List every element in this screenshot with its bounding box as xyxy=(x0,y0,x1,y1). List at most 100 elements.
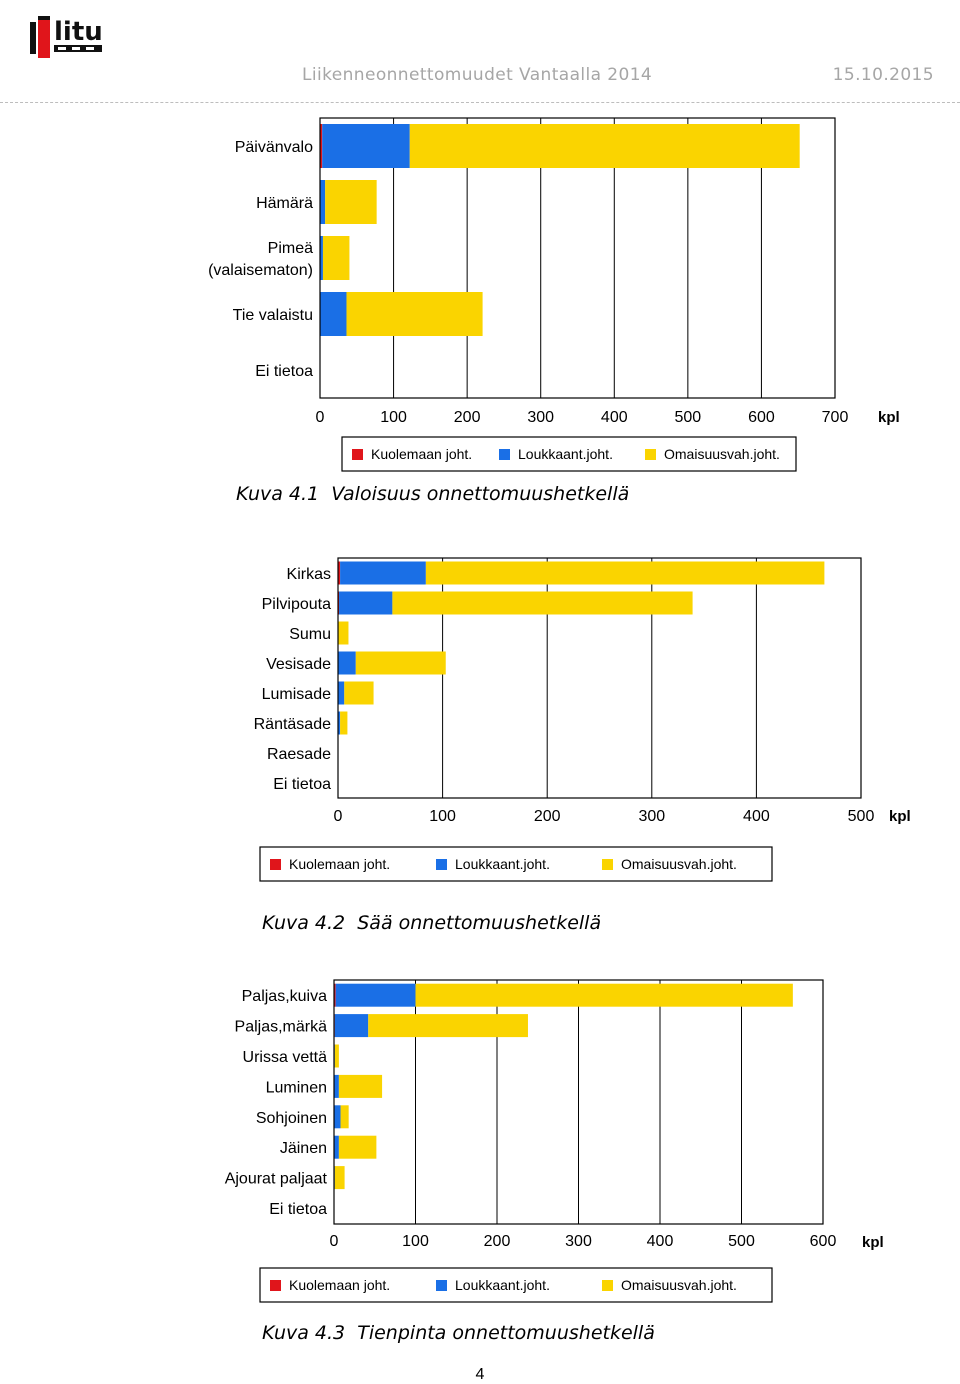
legend-label: Kuolemaan joht. xyxy=(371,446,472,462)
axis-unit: kpl xyxy=(862,1234,884,1251)
legend: Kuolemaan joht. Loukkaant.joht. Omaisuusva… xyxy=(259,846,773,882)
bar-segment xyxy=(334,1166,345,1190)
header-date: 15.10.2015 xyxy=(832,65,934,85)
legend-label: Loukkaant.joht. xyxy=(455,1277,550,1293)
plot-frame xyxy=(337,557,862,799)
category-label: Pimeä (valaisematon) xyxy=(208,240,313,279)
bar-segment xyxy=(338,1135,377,1159)
bar-segment xyxy=(334,1135,339,1159)
chart-saa: Kirkas Pilvipouta Sumu Vesisade Lumisade Ränt… xyxy=(254,557,911,882)
caption-text: Valoisuus onnettomuushetkellä xyxy=(331,483,630,505)
bar-segment xyxy=(338,681,345,705)
bar-segment xyxy=(320,292,347,336)
legend-swatch xyxy=(270,859,281,870)
category-label: Sohjoinen xyxy=(256,1110,327,1127)
bar-segment xyxy=(338,711,341,735)
legend-swatch xyxy=(352,449,363,460)
category-label-line: Paljas,märkä xyxy=(235,1019,328,1036)
category-label-line: Sumu xyxy=(289,626,331,643)
bar-segment xyxy=(340,711,348,735)
category-label-line: Sohjoinen xyxy=(256,1110,327,1127)
tick-label: 300 xyxy=(638,808,665,825)
category-label: Urissa vettä xyxy=(243,1049,328,1066)
bar-segment xyxy=(334,1074,339,1098)
legend-swatch xyxy=(602,859,613,870)
tick-label: 0 xyxy=(330,1233,339,1250)
legend-label: Omaisuusvah.joht. xyxy=(621,1277,737,1293)
header-divider xyxy=(0,102,960,103)
category-label: Päivänvalo xyxy=(235,139,313,156)
tick-label: 500 xyxy=(675,409,702,426)
logo-text: litu xyxy=(54,17,103,47)
category-label-line: Lumisade xyxy=(262,686,331,703)
category-label: Paljas,kuiva xyxy=(242,988,327,1005)
legend-swatch xyxy=(436,1280,447,1291)
tick-label: 400 xyxy=(743,808,770,825)
tick-label: 300 xyxy=(527,409,554,426)
category-label-line: Tie valaistu xyxy=(233,307,313,324)
category-label: Räntäsade xyxy=(254,716,331,733)
category-label: Pilvipouta xyxy=(262,596,331,613)
bar-segment xyxy=(346,292,483,336)
legend: Kuolemaan joht. Loukkaant.joht. Omaisuusva… xyxy=(341,436,797,472)
bar-segment xyxy=(340,561,426,585)
axis-unit: kpl xyxy=(889,808,911,825)
category-label-line: Raesade xyxy=(267,746,331,763)
bar-segment xyxy=(335,983,416,1007)
tick-label: 700 xyxy=(822,409,849,426)
tick-label: 600 xyxy=(748,409,775,426)
tick-label: 600 xyxy=(810,1233,837,1250)
page-number: 4 xyxy=(475,1366,485,1383)
tick-label: 200 xyxy=(454,409,481,426)
category-label: Vesisade xyxy=(266,656,331,673)
plot-frame xyxy=(333,979,824,1225)
category-label-line: Luminen xyxy=(266,1079,327,1096)
legend-swatch xyxy=(645,449,656,460)
caption-kuva-4-3: Kuva 4.3 Tienpinta onnettomuushetkellä xyxy=(262,1322,655,1344)
legend-label: Loukkaant.joht. xyxy=(455,856,550,872)
bar-segment xyxy=(320,180,326,224)
category-label-line: Ei tietoa xyxy=(269,1201,327,1218)
tick-label: 0 xyxy=(316,409,325,426)
category-label: Ei tietoa xyxy=(269,1201,327,1218)
category-label-line: Paljas,kuiva xyxy=(242,988,327,1005)
category-label: Hämärä xyxy=(256,195,313,212)
legend-box xyxy=(259,846,773,882)
tick-label: 0 xyxy=(334,808,343,825)
legend: Kuolemaan joht. Loukkaant.joht. Omaisuusva… xyxy=(259,1267,773,1303)
bar-segment xyxy=(425,561,825,585)
bar-segment xyxy=(320,236,323,280)
bar-segment xyxy=(334,1044,339,1068)
tick-label: 500 xyxy=(728,1233,755,1250)
tick-label: 200 xyxy=(484,1233,511,1250)
tick-label: 400 xyxy=(601,409,628,426)
tick-label: 100 xyxy=(429,808,456,825)
category-label: Sumu xyxy=(289,626,331,643)
category-label-line: Vesisade xyxy=(266,656,331,673)
caption-number: Kuva 4.2 xyxy=(262,912,346,934)
bar-segment xyxy=(368,1014,528,1038)
bar-segment xyxy=(334,983,336,1007)
legend-label: Loukkaant.joht. xyxy=(518,446,613,462)
bar-segment xyxy=(334,1014,369,1038)
caption-text: Tienpinta onnettomuushetkellä xyxy=(357,1322,655,1344)
caption-number: Kuva 4.1 xyxy=(236,483,320,505)
bar-segment xyxy=(322,124,410,168)
bar-segment xyxy=(344,681,374,705)
category-label-line: (valaisematon) xyxy=(208,262,313,279)
category-label: Paljas,märkä xyxy=(235,1019,328,1036)
legend-label: Kuolemaan joht. xyxy=(289,856,390,872)
category-label: Ei tietoa xyxy=(273,776,331,793)
legend-label: Kuolemaan joht. xyxy=(289,1277,390,1293)
category-label-line: Jäinen xyxy=(280,1140,327,1157)
category-label-line: Räntäsade xyxy=(254,716,331,733)
category-label: Luminen xyxy=(266,1079,327,1096)
bar-segment xyxy=(338,561,341,585)
legend-swatch xyxy=(436,859,447,870)
chart-tienpinta: Paljas,kuiva Paljas,märkä Urissa vettä Lumi… xyxy=(225,979,884,1303)
legend-box xyxy=(259,1267,773,1303)
legend-label: Omaisuusvah.joht. xyxy=(621,856,737,872)
chart-valoisuus: Päivänvalo Hämärä Pimeä (valaisematon) Tie v… xyxy=(208,117,900,472)
bar-segment xyxy=(338,1074,383,1098)
category-label-line: Ei tietoa xyxy=(255,363,313,380)
